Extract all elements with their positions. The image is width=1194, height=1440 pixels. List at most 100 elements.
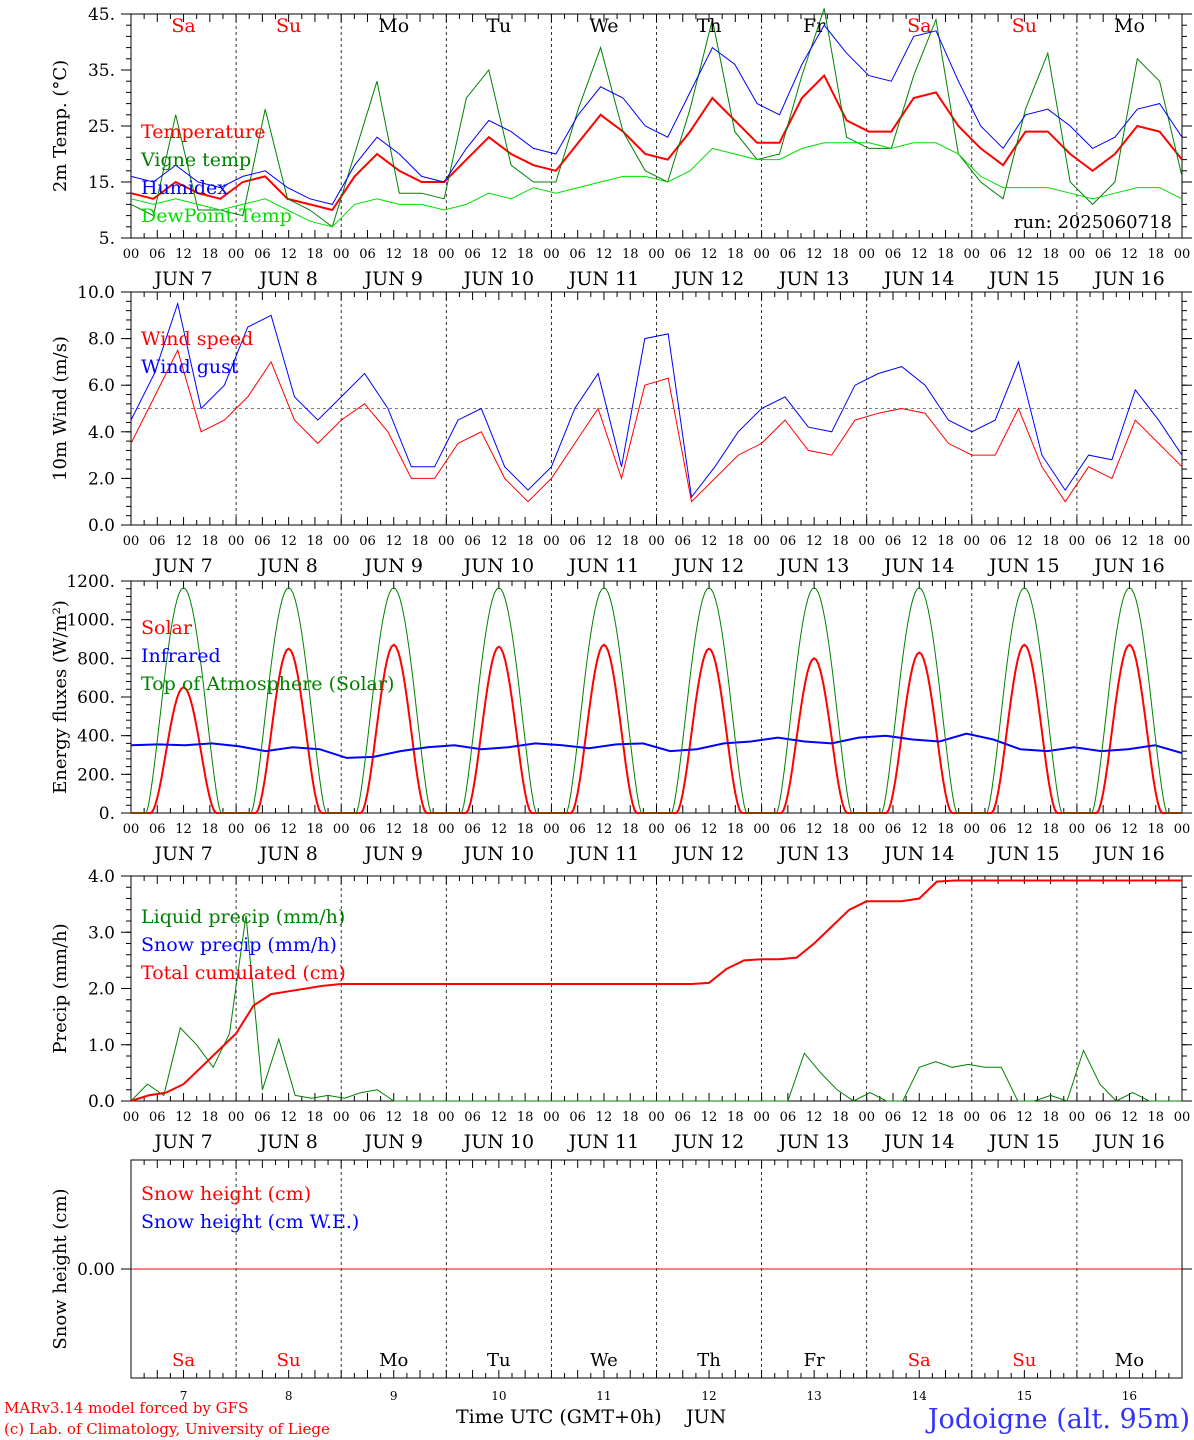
hour-label: 18 (1147, 534, 1164, 549)
hour-label: 18 (622, 1110, 639, 1125)
hour-label: 12 (175, 822, 192, 837)
day-name: Mo (1114, 15, 1145, 37)
hour-label: 00 (964, 1110, 981, 1125)
legend-entry: Infrared (141, 645, 221, 667)
hour-label: 12 (911, 247, 928, 262)
hour-label: 00 (333, 1110, 350, 1125)
y-tick-label: 200. (77, 765, 115, 785)
hour-label: 18 (1042, 247, 1059, 262)
date-label: JUN 12 (672, 268, 744, 290)
series-humidex (130, 24, 1183, 205)
hour-label: 12 (491, 534, 508, 549)
hour-label: 06 (359, 822, 376, 837)
hour-label: 06 (569, 534, 586, 549)
date-label: JUN 15 (987, 1131, 1059, 1153)
hour-label: 00 (1069, 1110, 1086, 1125)
hour-label: 00 (858, 247, 875, 262)
y-tick-label: 800. (77, 649, 115, 669)
hour-label: 18 (202, 1110, 219, 1125)
hour-label: 00 (543, 822, 560, 837)
y-axis-label: Snow height (cm) (50, 1188, 71, 1349)
panel-2: 0.0 2.0 4.0 6.0 8.0 10.0 10m Wind (m/s) Wind sp… (50, 283, 1192, 577)
hour-label: 00 (1069, 822, 1086, 837)
hour-label: 06 (149, 822, 166, 837)
hour-label: 12 (1121, 534, 1138, 549)
hour-label: 12 (596, 822, 613, 837)
hour-label: 18 (832, 1110, 849, 1125)
date-label: JUN 10 (462, 843, 534, 865)
hour-label: 06 (780, 247, 797, 262)
hour-label: 12 (280, 822, 297, 837)
hour-label: 12 (1016, 1110, 1033, 1125)
date-label: JUN 15 (987, 268, 1059, 290)
hour-label: 18 (832, 247, 849, 262)
hour-label: 06 (254, 1110, 271, 1125)
credit-line-1: MARv3.14 model forced by GFS (4, 1399, 248, 1417)
hour-label: 06 (1095, 1110, 1112, 1125)
hour-label: 18 (1147, 822, 1164, 837)
legend-entry: Solar (141, 617, 193, 639)
y-tick-label: 0.0 (88, 516, 115, 536)
hour-label: 06 (464, 534, 481, 549)
date-label: JUN 9 (363, 843, 423, 865)
bottom-day-name: Th (697, 1350, 721, 1371)
hour-label: 18 (412, 247, 429, 262)
run-annotation: run: 2025060718 (1014, 212, 1172, 233)
date-label: JUN 9 (363, 268, 423, 290)
hour-label: 00 (228, 822, 245, 837)
y-tick-label: 35. (88, 61, 115, 81)
y-tick-label: 2.0 (88, 980, 115, 1000)
bottom-day-name: Fr (804, 1350, 825, 1371)
bottom-day-number: 9 (390, 1389, 398, 1403)
hour-label: 00 (753, 1110, 770, 1125)
date-label: JUN 11 (567, 1131, 639, 1153)
hour-label: 06 (885, 822, 902, 837)
hour-label: 00 (1174, 822, 1191, 837)
hour-label: 18 (517, 1110, 534, 1125)
hour-label: 00 (228, 534, 245, 549)
legend-entry: Snow height (cm W.E.) (141, 1211, 359, 1233)
date-label: JUN 12 (672, 843, 744, 865)
y-tick-label: 0.0 (88, 1092, 115, 1112)
date-label: JUN 7 (152, 1131, 212, 1153)
hour-label: 06 (990, 534, 1007, 549)
hour-label: 12 (175, 1110, 192, 1125)
hour-label: 12 (911, 1110, 928, 1125)
panel-4: 0.0 1.0 2.0 3.0 4.0 Precip (mm/h) Liquid preci… (50, 867, 1192, 1153)
hour-label: 06 (990, 822, 1007, 837)
series-liquid-precip-mm-h (130, 915, 1182, 1102)
hour-label: 00 (333, 534, 350, 549)
bottom-day-number: 10 (491, 1389, 506, 1403)
hour-label: 18 (1042, 534, 1059, 549)
date-label: JUN 7 (152, 555, 212, 577)
hour-label: 12 (280, 247, 297, 262)
hour-label: 18 (937, 534, 954, 549)
hour-label: 18 (1147, 1110, 1164, 1125)
y-axis-label: 2m Temp. (°C) (50, 60, 71, 192)
bottom-day-number: 15 (1017, 1389, 1032, 1403)
hour-label: 00 (648, 822, 665, 837)
date-label: JUN 8 (257, 843, 317, 865)
hour-label: 00 (123, 822, 140, 837)
hour-label: 18 (727, 822, 744, 837)
hour-label: 06 (359, 1110, 376, 1125)
hour-label: 00 (1069, 534, 1086, 549)
hour-label: 12 (1121, 822, 1138, 837)
hour-label: 00 (858, 1110, 875, 1125)
hour-label: 12 (280, 534, 297, 549)
hour-label: 18 (727, 247, 744, 262)
legend-entry: Snow height (cm) (141, 1183, 311, 1205)
y-tick-label: 4.0 (88, 423, 115, 443)
x-axis-label: Time UTC (GMT+0h) (456, 1406, 662, 1428)
hour-label: 06 (464, 247, 481, 262)
hour-label: 06 (569, 247, 586, 262)
date-label: JUN 16 (1092, 843, 1164, 865)
hour-label: 12 (911, 822, 928, 837)
hour-label: 18 (1147, 247, 1164, 262)
date-label: JUN 8 (257, 268, 317, 290)
hour-label: 12 (385, 247, 402, 262)
hour-label: 06 (885, 1110, 902, 1125)
hour-label: 00 (964, 247, 981, 262)
hour-label: 18 (937, 822, 954, 837)
